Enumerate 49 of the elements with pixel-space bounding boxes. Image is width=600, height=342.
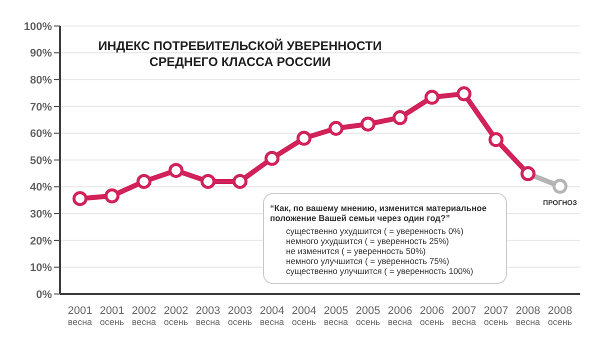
y-tick-label: 90%: [30, 48, 52, 60]
x-tick-label: 2005 весна: [324, 305, 348, 327]
y-tick-label: 100%: [24, 20, 52, 33]
annotation: существенно ухудшится ( = уверенность 0%): [285, 226, 464, 236]
point: [200, 174, 216, 189]
annotation: немного ухудшится ( = уверенность 25%): [285, 236, 450, 246]
text: ИНДЕКС ПОТРЕБИТЕЛЬСКОЙ УВЕРЕННОСТИ СРЕДНЕГО КЛАССА РОССИИ: [97, 38, 383, 70]
point: [72, 191, 88, 206]
x-tick-label: 2007 весна: [452, 305, 476, 327]
annotation: существенно улучшится ( = уверенность 100%): [285, 266, 474, 276]
y-tick-label: 40%: [30, 182, 52, 194]
y-tick-label: 70%: [30, 101, 52, 114]
x-tick-label: 2004 осень: [292, 305, 316, 327]
x-tick-label: 2002 осень: [164, 305, 188, 327]
y-tick-label: 60%: [30, 128, 52, 140]
x-tick-label: 2003 осень: [228, 305, 252, 327]
point: [488, 132, 504, 148]
x-tick-label: 2001 осень: [100, 305, 124, 327]
point: [456, 86, 472, 102]
point: [552, 178, 568, 194]
y-tick-label: 80%: [30, 74, 52, 87]
point: [168, 162, 184, 178]
point: [392, 110, 408, 126]
y-tick-label: 30%: [30, 208, 52, 221]
y-tick-label: 10%: [30, 262, 52, 274]
annotation: не изменится ( = уверенность 50%): [285, 246, 427, 256]
y-tick-label: 0%: [36, 288, 52, 301]
point: [104, 188, 120, 204]
x-tick-label: 2006 весна: [388, 305, 412, 327]
x-tick-label: 2005 осень: [356, 305, 380, 327]
x-tick-label: 2001 весна: [68, 305, 92, 327]
point: [424, 90, 440, 105]
point: [296, 130, 312, 146]
annotation: немного улучшится ( = уверенность 75%): [285, 256, 450, 266]
point: [232, 174, 248, 189]
point: [136, 174, 152, 189]
point: [328, 120, 344, 136]
annotation: “Как, по вашему мнению, изменится материальное положение Вашей семьи через один год?”: [270, 203, 488, 223]
x-tick-label: 2008 осень: [548, 305, 572, 327]
y-tick-label: 50%: [30, 154, 52, 167]
point: [360, 116, 376, 132]
x-tick-label: 2004 весна: [260, 305, 284, 327]
point: [264, 150, 280, 166]
y-tick-label: 20%: [30, 235, 52, 248]
x-tick-label: 2003 весна: [196, 305, 220, 327]
x-tick-label: 2006 осень: [420, 305, 444, 327]
x-tick-label: 2007 осень: [484, 305, 508, 327]
x-tick-label: 2008 весна: [516, 305, 540, 327]
x-tick-label: 2002 весна: [132, 305, 156, 327]
